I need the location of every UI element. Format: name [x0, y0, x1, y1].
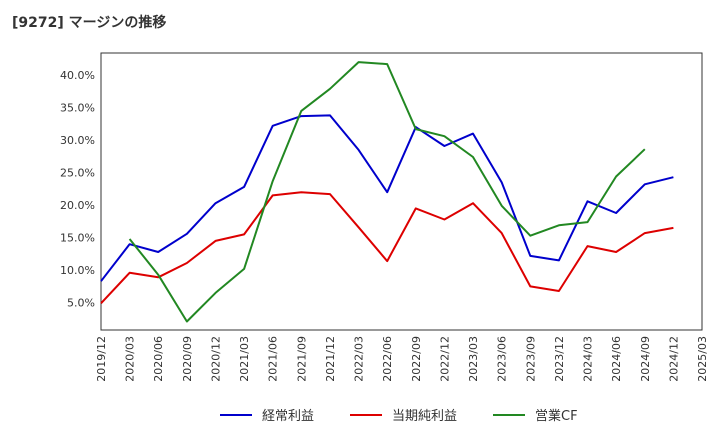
y-tick-label: 35.0%	[60, 102, 95, 115]
legend-label: 経常利益	[262, 409, 314, 424]
plot-frame	[100, 52, 703, 331]
series	[100, 61, 674, 323]
x-tick-label: 2020/03	[124, 336, 137, 382]
x-tick-label: 2021/09	[295, 336, 308, 382]
x-tick-label: 2023/06	[496, 336, 509, 382]
series-line	[100, 114, 674, 282]
x-tick-label: 2021/06	[267, 336, 280, 382]
x-tick-label: 2023/09	[524, 336, 537, 382]
x-tick-label: 2022/06	[381, 336, 394, 382]
legend: 経常利益 当期純利益 営業CF	[220, 408, 578, 424]
x-tick-label: 2024/06	[610, 336, 623, 382]
x-tick-label: 2024/09	[639, 336, 652, 382]
y-tick-label: 40.0%	[60, 69, 95, 82]
y-tick-label: 5.0%	[67, 297, 95, 310]
axes: 2019/12 2020/03 2020/06 2020/09 2020/12 2021/…	[60, 52, 709, 382]
series-line	[100, 191, 674, 304]
x-tick-label: 2021/03	[238, 336, 251, 382]
y-tick-label: 25.0%	[60, 167, 95, 180]
legend-label: 当期純利益	[392, 409, 457, 424]
x-tick-label: 2022/03	[353, 336, 366, 382]
y-tick-label: 20.0%	[60, 199, 95, 212]
x-tick-label: 2020/09	[181, 336, 194, 382]
y-tick-label: 10.0%	[60, 264, 95, 277]
x-tick-label: 2019/12	[95, 336, 108, 382]
x-tick-label: 2020/12	[209, 336, 222, 382]
x-tick-label: 2022/09	[410, 336, 423, 382]
x-tick-label: 2020/06	[152, 336, 165, 382]
legend-label: 営業CF	[535, 408, 578, 424]
chart-title: [9272] マージンの推移	[12, 15, 167, 31]
x-tick-label: 2023/03	[467, 336, 480, 382]
x-tick-label: 2022/12	[438, 336, 451, 382]
x-tick-label: 2024/03	[582, 336, 595, 382]
x-tick-label: 2023/12	[553, 336, 566, 382]
series-line	[128, 61, 646, 323]
y-tick-label: 30.0%	[60, 134, 95, 147]
x-tick-label: 2021/12	[324, 336, 337, 382]
x-tick-label: 2025/03	[696, 336, 709, 382]
y-tick-label: 15.0%	[60, 232, 95, 245]
x-tick-label: 2024/12	[667, 336, 680, 382]
